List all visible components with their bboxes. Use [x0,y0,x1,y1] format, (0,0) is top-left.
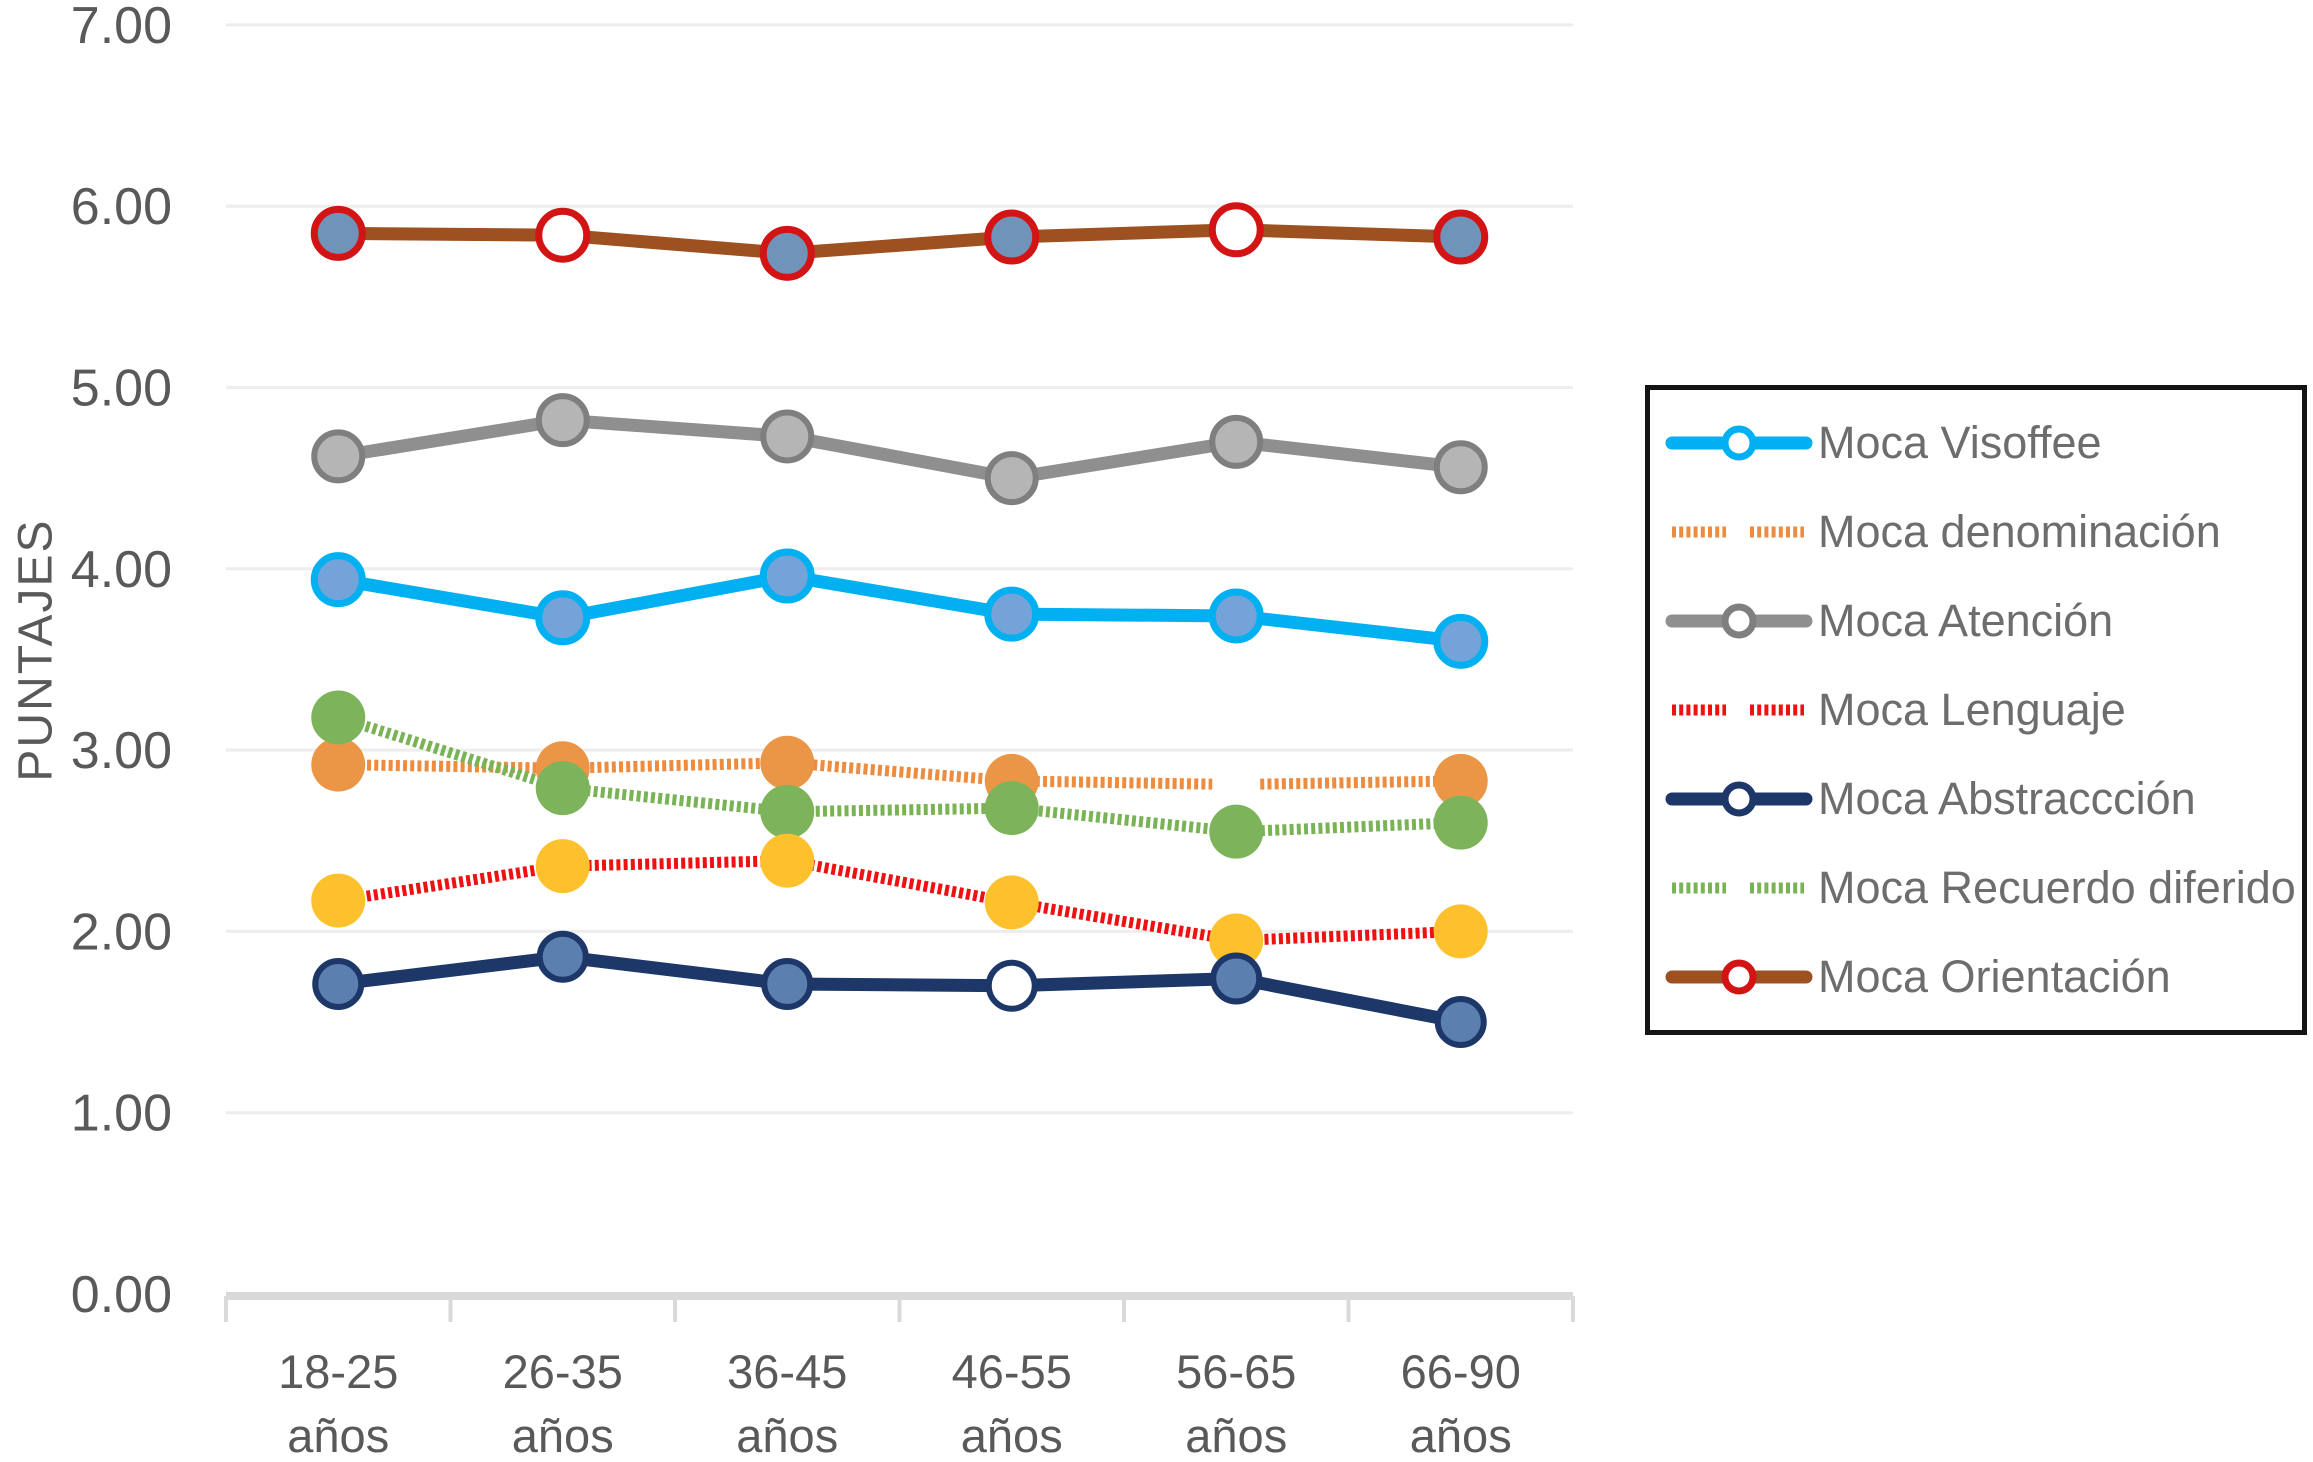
y-tick-labels: 0.00 1.00 2.00 3.00 4.00 5.00 6.00 7.00 [71,0,172,1324]
gridlines [226,23,1573,1115]
series-marker [761,957,814,1010]
series-marker [984,875,1039,930]
x-tick-labels: 18-25 años 26-35 años 36-45 años 46-55 años 56-6… [278,1345,1521,1462]
y-tick-label: 6.00 [71,178,172,236]
series-marker [1209,804,1264,859]
y-axis-title: PUNTAJES [9,518,63,782]
series-marker [984,451,1039,506]
recuerdo-diferido-line-sample-icon [1672,882,1804,894]
y-tick-label: 2.00 [71,903,172,961]
x-tick-label: 26-35 años [503,1345,623,1462]
legend-item-denominacion: Moca denominación [1664,502,2298,562]
series-marker [536,930,589,983]
series-marker [1434,996,1487,1049]
legend-label: Moca denominación [1818,505,2221,557]
series-marker [535,590,591,646]
series-marker [1209,913,1264,968]
x-tick-label: 18-25 años [278,1345,398,1462]
y-tick-label: 0.00 [71,1266,172,1324]
series-marker [759,225,815,281]
series-marker [760,735,815,790]
series-marker [1433,753,1488,808]
series-marker [535,207,591,263]
series-marker [1433,440,1488,495]
legend-label: Moca Lenguaje [1818,683,2126,735]
series-line [337,855,1461,946]
lenguaje-line-sample-icon [1672,704,1804,716]
series-lines-and-markers [310,202,1489,1049]
series-marker [985,959,1038,1012]
legend-label: Moca Atención [1818,594,2114,646]
series-marker [1433,613,1489,669]
legend-item-recuerdo-diferido: Moca Recuerdo diferido [1664,858,2298,918]
x-tick-label: 66-90 años [1401,1345,1521,1462]
series-marker [1208,588,1264,644]
series-marker [310,205,366,261]
legend-item-lenguaje: Moca Lenguaje [1664,680,2298,740]
series-marker [1433,904,1488,959]
series-marker [759,548,815,604]
series-marker [760,833,815,888]
series-marker [310,552,366,608]
series-line [337,413,1462,485]
visoffee-line-sample-icon [1665,425,1813,461]
series-marker [535,839,590,894]
orientacion-line-sample-icon [1665,959,1813,995]
series-marker [760,409,815,464]
atencion-line-sample-icon [1665,603,1813,639]
legend-label: Moca Visoffee [1818,416,2102,468]
x-axis [224,1292,1575,1322]
series-marker [311,737,366,792]
series-marker [311,429,366,484]
series-marker [984,781,1039,836]
series-marker [1208,202,1264,258]
x-tick-label: 46-55 años [952,1345,1072,1462]
series-marker [760,784,815,839]
series-line [336,712,1461,838]
legend-item-atencion: Moca Atención [1664,591,2298,651]
series-marker [535,393,590,448]
series-marker [1209,414,1264,469]
series-marker [311,690,366,745]
series-marker [1433,795,1488,850]
series-marker [535,761,590,816]
legend-label: Moca Orientación [1818,951,2171,1003]
series-marker [312,957,365,1010]
series-line [337,950,1462,1029]
y-tick-label: 3.00 [71,722,172,780]
series-marker [1210,952,1263,1005]
abstraccion-line-sample-icon [1665,781,1813,817]
series-marker [311,873,366,928]
legend-label: Moca Recuerdo diferido [1818,862,2296,914]
series-marker [984,586,1040,642]
legend-item-orientacion: Moca Orientación [1664,947,2298,1007]
y-tick-label: 4.00 [71,541,172,599]
y-tick-label: 7.00 [71,0,172,55]
series-marker [1433,209,1489,265]
series-line [338,223,1461,260]
y-tick-label: 1.00 [71,1085,172,1143]
series-line [1260,775,1461,790]
legend-label: Moca Abstraccción [1818,773,2196,825]
denominacion-line-sample-icon [1672,526,1804,538]
legend: Moca Visoffee Moca denominación Moca Ate… [1645,385,2307,1035]
y-tick-label: 5.00 [71,360,172,418]
legend-item-visoffee: Moca Visoffee [1664,413,2298,473]
x-tick-label: 56-65 años [1176,1345,1296,1462]
series-marker [984,209,1040,265]
legend-item-abstraccion: Moca Abstraccción [1664,769,2298,829]
x-tick-label: 36-45 años [727,1345,847,1462]
series-line [337,569,1462,648]
